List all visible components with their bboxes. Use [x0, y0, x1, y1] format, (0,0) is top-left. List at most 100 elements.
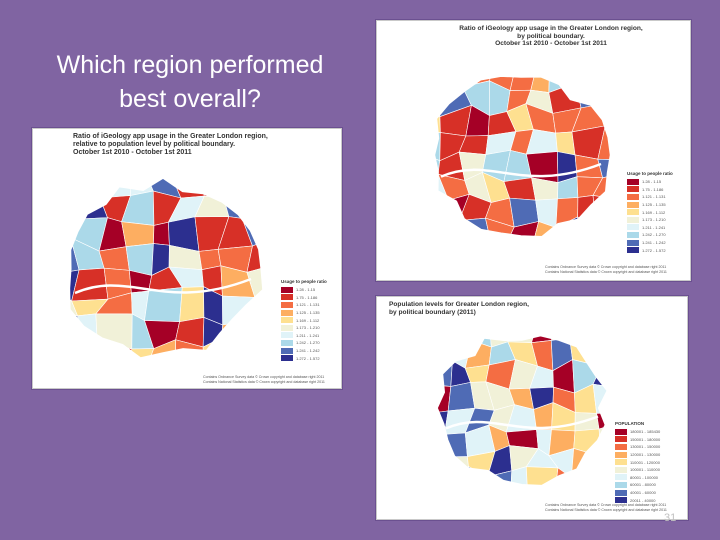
legend-swatch — [627, 231, 639, 238]
legend-row: 1.173 - 1.210 — [627, 216, 673, 224]
legend-label: 120001 - 130000 — [630, 452, 661, 458]
legend-swatch — [627, 247, 639, 254]
map-region — [597, 82, 611, 117]
legend-title: Usage to people ratio — [281, 279, 327, 284]
map-legend: Usage to people ratio 1.28 - 1.15 1.75 - … — [627, 171, 673, 254]
slide-number: 31 — [664, 512, 677, 524]
legend-label: 180001 - 185430 — [630, 429, 661, 435]
legend-label: 1.173 - 1.210 — [296, 325, 320, 331]
legend-swatch — [627, 239, 639, 246]
legend-swatch — [627, 193, 639, 200]
map-region — [95, 313, 133, 350]
legend-swatch — [615, 481, 627, 488]
legend-row: 1.28 - 1.15 — [627, 178, 673, 186]
map-region — [121, 221, 155, 248]
legend-swatch — [281, 317, 293, 324]
legend-label: 1.121 - 1.131 — [296, 302, 320, 308]
map-region — [445, 456, 469, 479]
map-region — [434, 199, 449, 226]
map-region — [437, 346, 454, 368]
legend-row: 80001 - 100000 — [615, 474, 660, 482]
legend-swatch — [615, 443, 627, 450]
legend-row: 1.272 - 1.572 — [281, 354, 327, 362]
choropleth-map-top-right — [434, 75, 611, 238]
legend-swatch — [281, 355, 293, 362]
map-region — [434, 217, 445, 237]
legend-swatch — [615, 459, 627, 466]
legend-row: 1.125 - 1.135 — [627, 201, 673, 209]
map-region — [437, 76, 469, 88]
legend-row: 1.169 - 1.112 — [281, 316, 327, 324]
legend-label: 40001 - 60000 — [630, 490, 656, 496]
map-region — [242, 178, 263, 195]
map-region — [592, 195, 611, 226]
map-region — [153, 221, 170, 246]
map-region — [69, 338, 83, 358]
map-region — [75, 197, 108, 220]
river-thames — [445, 415, 599, 430]
map-region — [99, 178, 132, 199]
map-title: Ratio of iGeology app usage in the Great… — [459, 25, 643, 48]
map-region — [98, 246, 130, 271]
map-region — [434, 85, 441, 118]
map-figure-left: Ratio of iGeology app usage in the Great… — [32, 128, 342, 389]
map-region — [577, 195, 596, 226]
legend-row: 1.173 - 1.210 — [281, 324, 327, 332]
map-region — [437, 335, 454, 350]
legend-row: 1.272 - 1.572 — [627, 246, 673, 254]
legend-label: 1.242 - 1.270 — [642, 232, 666, 238]
river-thames — [74, 277, 252, 295]
legend-row: 1.125 - 1.135 — [281, 309, 327, 317]
legend-swatch — [615, 489, 627, 496]
map-region — [569, 335, 596, 349]
legend-swatch — [627, 209, 639, 216]
legend-row: 100001 - 110000 — [615, 466, 660, 474]
map-region — [530, 76, 550, 93]
legend-row: 40001 - 60000 — [615, 489, 660, 497]
legend-swatch — [627, 178, 639, 185]
legend-label: 60001 - 80000 — [630, 482, 656, 488]
legend-swatch — [281, 286, 293, 293]
map-region — [434, 76, 441, 92]
legend-swatch — [627, 216, 639, 223]
legend-row: 1.242 - 1.270 — [281, 339, 327, 347]
map-region — [246, 316, 263, 345]
legend-row: 1.169 - 1.112 — [627, 208, 673, 216]
map-title: Population levels for Greater London reg… — [389, 301, 529, 316]
map-region — [437, 410, 449, 435]
map-region — [241, 189, 263, 225]
legend-row: 110001 - 120000 — [615, 458, 660, 466]
map-legend: POPULATION 180001 - 185430 150001 - 18000… — [615, 421, 660, 504]
river-thames — [440, 162, 602, 178]
map-region — [79, 178, 101, 200]
legend-row: 1.75 - 1.186 — [281, 294, 327, 302]
legend-swatch — [615, 466, 627, 473]
legend-title: POPULATION — [615, 421, 645, 426]
legend-label: 1.169 - 1.112 — [296, 317, 320, 323]
legend-row: 1.211 - 1.241 — [627, 224, 673, 232]
legend-row: 1.211 - 1.241 — [281, 332, 327, 340]
map-region — [592, 361, 607, 389]
map-region — [577, 216, 596, 237]
legend-swatch — [615, 436, 627, 443]
map-legend: Usage to people ratio 1.28 - 1.15 1.75 - … — [281, 279, 327, 362]
legend-label: 20011 - 40000 — [630, 497, 656, 503]
legend-swatch — [281, 324, 293, 331]
legend-label: 1.121 - 1.131 — [642, 194, 666, 200]
legend-label: 1.125 - 1.135 — [296, 310, 320, 316]
map-region — [71, 341, 98, 358]
map-region — [446, 466, 474, 486]
map-region — [443, 220, 463, 237]
map-region — [437, 467, 449, 486]
legend-swatch — [627, 201, 639, 208]
map-region — [505, 221, 540, 237]
legend-row: 180001 - 185430 — [615, 428, 660, 436]
legend-row: 130001 - 150000 — [615, 443, 660, 451]
legend-title: Usage to people ratio — [627, 171, 673, 176]
legend-label: 110001 - 120000 — [630, 459, 660, 465]
legend-label: 100001 - 110000 — [630, 467, 660, 473]
map-credits: Contains Ordnance Survey data © Crown co… — [203, 375, 325, 384]
legend-swatch — [615, 428, 627, 435]
legend-label: 1.169 - 1.112 — [642, 209, 666, 215]
map-region — [69, 197, 80, 220]
